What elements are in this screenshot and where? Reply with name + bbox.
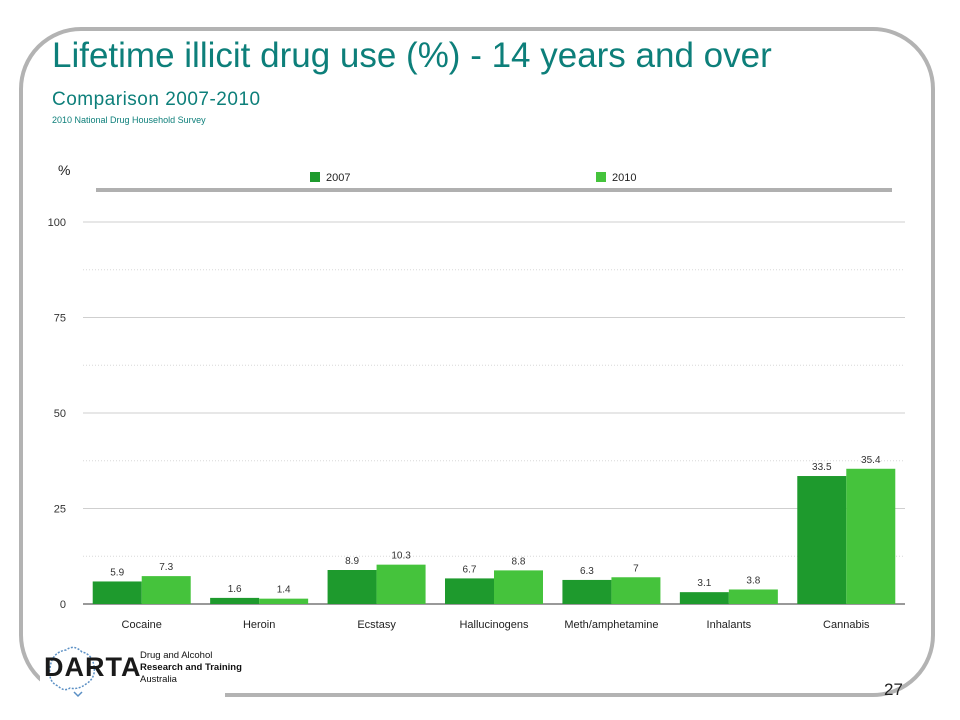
data-label-2007-Meth/amphetamine: 6.3: [580, 566, 594, 577]
bar-2010-Cannabis: [846, 468, 896, 604]
logo-wordmark: DARTA: [44, 652, 142, 682]
x-tick-label-Inhalants: Inhalants: [707, 619, 752, 631]
bar-2007-Ecstasy: [327, 570, 377, 604]
bar-2007-Hallucinogens: [445, 578, 494, 604]
data-label-2010-Hallucinogens: 8.8: [512, 556, 526, 567]
data-label-2007-Heroin: 1.6: [228, 584, 242, 595]
legend-label-2007: 2007: [326, 172, 350, 184]
y-axis-unit-label: %: [58, 162, 71, 178]
bar-2007-Inhalants: [679, 592, 729, 604]
y-tick-label-75: 75: [54, 313, 66, 325]
x-tick-label-Hallucinogens: Hallucinogens: [459, 619, 529, 631]
y-tick-label-50: 50: [54, 408, 66, 420]
x-tick-label-Heroin: Heroin: [243, 619, 275, 631]
australia-map-icon: [48, 646, 96, 698]
slide-frame: [19, 27, 935, 697]
source-note: 2010 National Drug Household Survey: [52, 115, 206, 125]
slide-title: Lifetime illicit drug use (%) - 14 years…: [52, 36, 772, 75]
x-tick-label-Meth/amphetamine: Meth/amphetamine: [564, 619, 658, 631]
y-tick-label-100: 100: [48, 217, 66, 229]
legend-swatch-2010: [596, 172, 606, 182]
logo-line-3: Australia: [140, 674, 177, 685]
x-tick-label-Ecstasy: Ecstasy: [357, 619, 396, 631]
legend-underline: [96, 188, 892, 192]
data-label-2007-Ecstasy: 8.9: [345, 556, 359, 567]
y-tick-label-0: 0: [60, 599, 66, 611]
darta-logo: DARTA Drug and Alcohol Research and Trai…: [40, 638, 242, 702]
bar-2010-Heroin: [259, 598, 309, 604]
bar-2010-Cocaine: [141, 576, 191, 604]
y-tick-label-25: 25: [54, 504, 66, 516]
data-label-2010-Inhalants: 3.8: [746, 575, 760, 586]
data-label-2007-Cocaine: 5.9: [110, 567, 124, 578]
data-label-2010-Ecstasy: 10.3: [391, 551, 411, 562]
data-label-2007-Inhalants: 3.1: [697, 578, 711, 589]
slide-subtitle: Comparison 2007-2010: [52, 89, 261, 110]
bar-2010-Ecstasy: [376, 564, 426, 604]
bar-2010-Hallucinogens: [494, 570, 543, 604]
bar-2007-Heroin: [210, 597, 260, 604]
bar-2007-Meth/amphetamine: [562, 579, 612, 604]
data-label-2010-Heroin: 1.4: [277, 585, 291, 596]
page-number: 27: [884, 680, 903, 699]
data-label-2007-Cannabis: 33.5: [812, 462, 832, 473]
logo-line-1: Drug and Alcohol: [140, 650, 213, 661]
data-label-2010-Cannabis: 35.4: [861, 455, 881, 466]
data-label-2010-Cocaine: 7.3: [159, 562, 173, 573]
legend-label-2010: 2010: [612, 172, 636, 184]
bar-2007-Cocaine: [92, 581, 142, 604]
bar-2010-Meth/amphetamine: [611, 577, 661, 604]
logo-line-2: Research and Training: [140, 662, 242, 673]
bar-2010-Inhalants: [728, 589, 778, 604]
data-label-2010-Meth/amphetamine: 7: [633, 563, 639, 574]
bar-2007-Cannabis: [797, 476, 847, 604]
legend-swatch-2007: [310, 172, 320, 182]
x-tick-label-Cannabis: Cannabis: [823, 619, 870, 631]
x-tick-label-Cocaine: Cocaine: [122, 619, 162, 631]
data-label-2007-Hallucinogens: 6.7: [463, 564, 477, 575]
